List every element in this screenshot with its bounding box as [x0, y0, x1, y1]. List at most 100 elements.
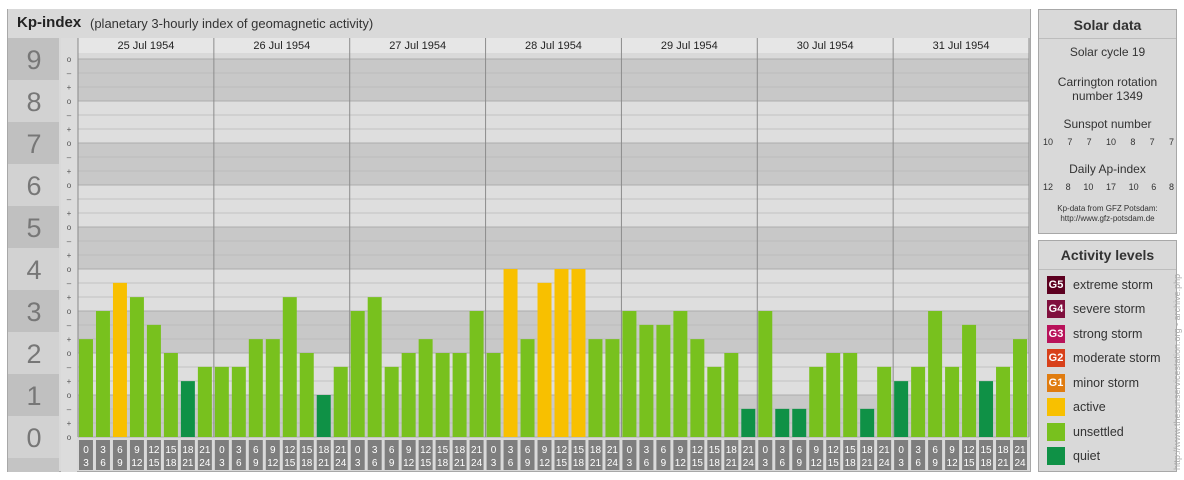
minor-tick-label: o [67, 139, 72, 148]
time-cell [248, 440, 263, 470]
time-cell [945, 440, 960, 470]
time-end-label: 15 [556, 458, 568, 469]
sunspot-values: 10 7 7 10 8 7 7 [1043, 137, 1174, 147]
kp-bar [231, 366, 246, 437]
watermark-link[interactable]: http://www.thesunservicestation.org - ar… [1172, 273, 1182, 470]
y-axis-band [8, 206, 59, 248]
y-axis-band [8, 332, 59, 374]
ap-value: 8 [1168, 182, 1174, 192]
y-axis-band [8, 122, 59, 164]
kp-bar [384, 366, 399, 437]
source-link[interactable]: http://www.gfz-potsdam.de [1060, 214, 1155, 223]
level-quiet: quiet [1047, 447, 1100, 465]
kp-bar [265, 339, 280, 437]
kp-bar [503, 269, 518, 437]
time-cell [350, 440, 365, 470]
kp-bar [418, 339, 433, 437]
kp-bar [690, 339, 705, 437]
minor-tick-label: – [67, 363, 72, 372]
time-end-label: 24 [335, 458, 347, 469]
minor-tick-label: o [67, 433, 72, 442]
minor-tick-label: o [67, 391, 72, 400]
y-tick-label: 3 [26, 297, 41, 327]
minor-tick-label: o [67, 181, 72, 190]
time-start-label: 18 [590, 445, 602, 456]
y-axis-band [8, 416, 59, 458]
minor-tick-label: + [67, 335, 72, 344]
time-start-label: 21 [879, 445, 891, 456]
time-end-label: 12 [403, 458, 415, 469]
day-label: 27 Jul 1954 [389, 40, 446, 52]
time-cell [656, 440, 671, 470]
time-start-label: 21 [335, 445, 347, 456]
time-end-label: 6 [644, 458, 650, 469]
kp-bar [452, 353, 467, 437]
time-start-label: 18 [182, 445, 194, 456]
time-end-label: 12 [675, 458, 687, 469]
time-cell [163, 440, 178, 470]
time-start-label: 3 [644, 445, 650, 456]
kp-band [78, 101, 1029, 143]
time-cell [741, 440, 756, 470]
time-cell [180, 440, 195, 470]
minor-tick-label: + [67, 293, 72, 302]
y-tick-label: 7 [26, 129, 41, 159]
time-cell [146, 440, 161, 470]
y-tick-label: 0 [26, 423, 41, 453]
time-cell [537, 440, 552, 470]
time-cell [775, 440, 790, 470]
time-end-label: 3 [219, 458, 225, 469]
time-end-label: 9 [661, 458, 667, 469]
kp-bar [316, 395, 331, 437]
time-start-label: 21 [743, 445, 755, 456]
sunspot-value: 10 [1105, 137, 1116, 147]
kp-bar [707, 366, 722, 437]
kp-bar [962, 324, 977, 437]
day-label: 28 Jul 1954 [525, 40, 582, 52]
time-end-label: 21 [590, 458, 602, 469]
chart-title: Kp-index [17, 14, 82, 31]
carrington-line1: Carrington rotation [1057, 75, 1158, 89]
level-label: unsettled [1073, 425, 1124, 439]
time-start-label: 9 [406, 445, 412, 456]
minor-tick-label: – [67, 321, 72, 330]
level-label: severe storm [1073, 302, 1146, 316]
time-cell [333, 440, 348, 470]
source-line1: Kp-data from GFZ Potsdam: [1057, 204, 1158, 213]
y-tick-label: 9 [26, 45, 41, 75]
time-cell [707, 440, 722, 470]
time-start-label: 9 [678, 445, 684, 456]
level-active: active [1047, 398, 1106, 416]
sunspot-value: 7 [1086, 137, 1092, 147]
time-end-label: 3 [762, 458, 768, 469]
time-end-label: 6 [779, 458, 785, 469]
time-end-label: 18 [980, 458, 992, 469]
y-tick-label: 2 [26, 339, 41, 369]
time-end-label: 15 [420, 458, 432, 469]
time-cell [843, 440, 858, 470]
time-end-label: 6 [508, 458, 514, 469]
time-end-label: 18 [437, 458, 449, 469]
time-cell [860, 440, 875, 470]
time-cell [503, 440, 518, 470]
minor-tick-label: – [67, 195, 72, 204]
time-start-label: 21 [471, 445, 483, 456]
divider [1039, 269, 1176, 270]
time-cell [95, 440, 110, 470]
kp-bar [180, 381, 195, 437]
time-end-label: 21 [182, 458, 194, 469]
time-cell [792, 440, 807, 470]
kp-bar [299, 353, 314, 437]
divider [1039, 38, 1176, 39]
sunspot-label: Sunspot number [1063, 117, 1152, 131]
time-start-label: 6 [117, 445, 123, 456]
time-end-label: 3 [491, 458, 497, 469]
time-cell [469, 440, 484, 470]
minor-tick-label: – [67, 237, 72, 246]
time-end-label: 9 [117, 458, 123, 469]
level-swatch [1047, 398, 1065, 416]
time-cell [758, 440, 773, 470]
title-bar [8, 9, 1030, 36]
time-end-label: 6 [236, 458, 242, 469]
kp-bar [979, 381, 994, 437]
